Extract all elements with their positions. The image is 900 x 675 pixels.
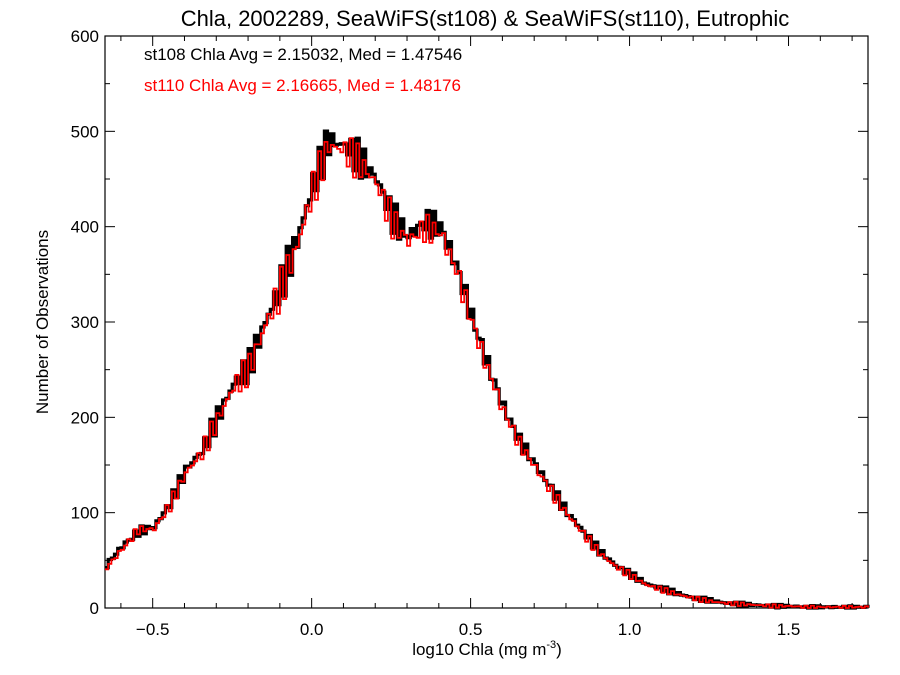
- y-tick-label: 600: [71, 27, 99, 46]
- x-tick-label: 0.5: [459, 620, 483, 639]
- chart-title: Chla, 2002289, SeaWiFS(st108) & SeaWiFS(…: [181, 6, 790, 31]
- y-axis-label: Number of Observations: [33, 230, 52, 414]
- x-axis-label-end: ): [556, 640, 562, 659]
- y-tick-label: 300: [71, 313, 99, 332]
- x-axis-label-main: log10 Chla (mg m: [412, 640, 546, 659]
- x-axis-label: log10 Chla (mg m-3): [412, 639, 562, 659]
- x-axis-label-superscript: -3: [546, 639, 556, 651]
- x-axis-ticks: −0.5 0.0 0.5 1.0 1.5: [120, 36, 853, 639]
- y-tick-label: 100: [71, 504, 99, 523]
- x-tick-label: 1.0: [618, 620, 642, 639]
- x-tick-label: 1.5: [777, 620, 801, 639]
- x-tick-label: −0.5: [136, 620, 170, 639]
- series-st108-line: [105, 129, 870, 610]
- y-tick-label: 400: [71, 218, 99, 237]
- y-tick-label: 500: [71, 122, 99, 141]
- y-axis-ticks: 0 100 200 300 400 500 600: [71, 27, 868, 618]
- annotation-st110: st110 Chla Avg = 2.16665, Med = 1.48176: [144, 76, 461, 95]
- series-st110-line: [105, 137, 869, 609]
- x-tick-label: 0.0: [300, 620, 324, 639]
- plot-frame: [104, 35, 869, 609]
- annotation-st108: st108 Chla Avg = 2.15032, Med = 1.47546: [144, 45, 462, 64]
- series-layer: [105, 129, 870, 610]
- y-tick-label: 0: [90, 599, 99, 618]
- y-tick-label: 200: [71, 408, 99, 427]
